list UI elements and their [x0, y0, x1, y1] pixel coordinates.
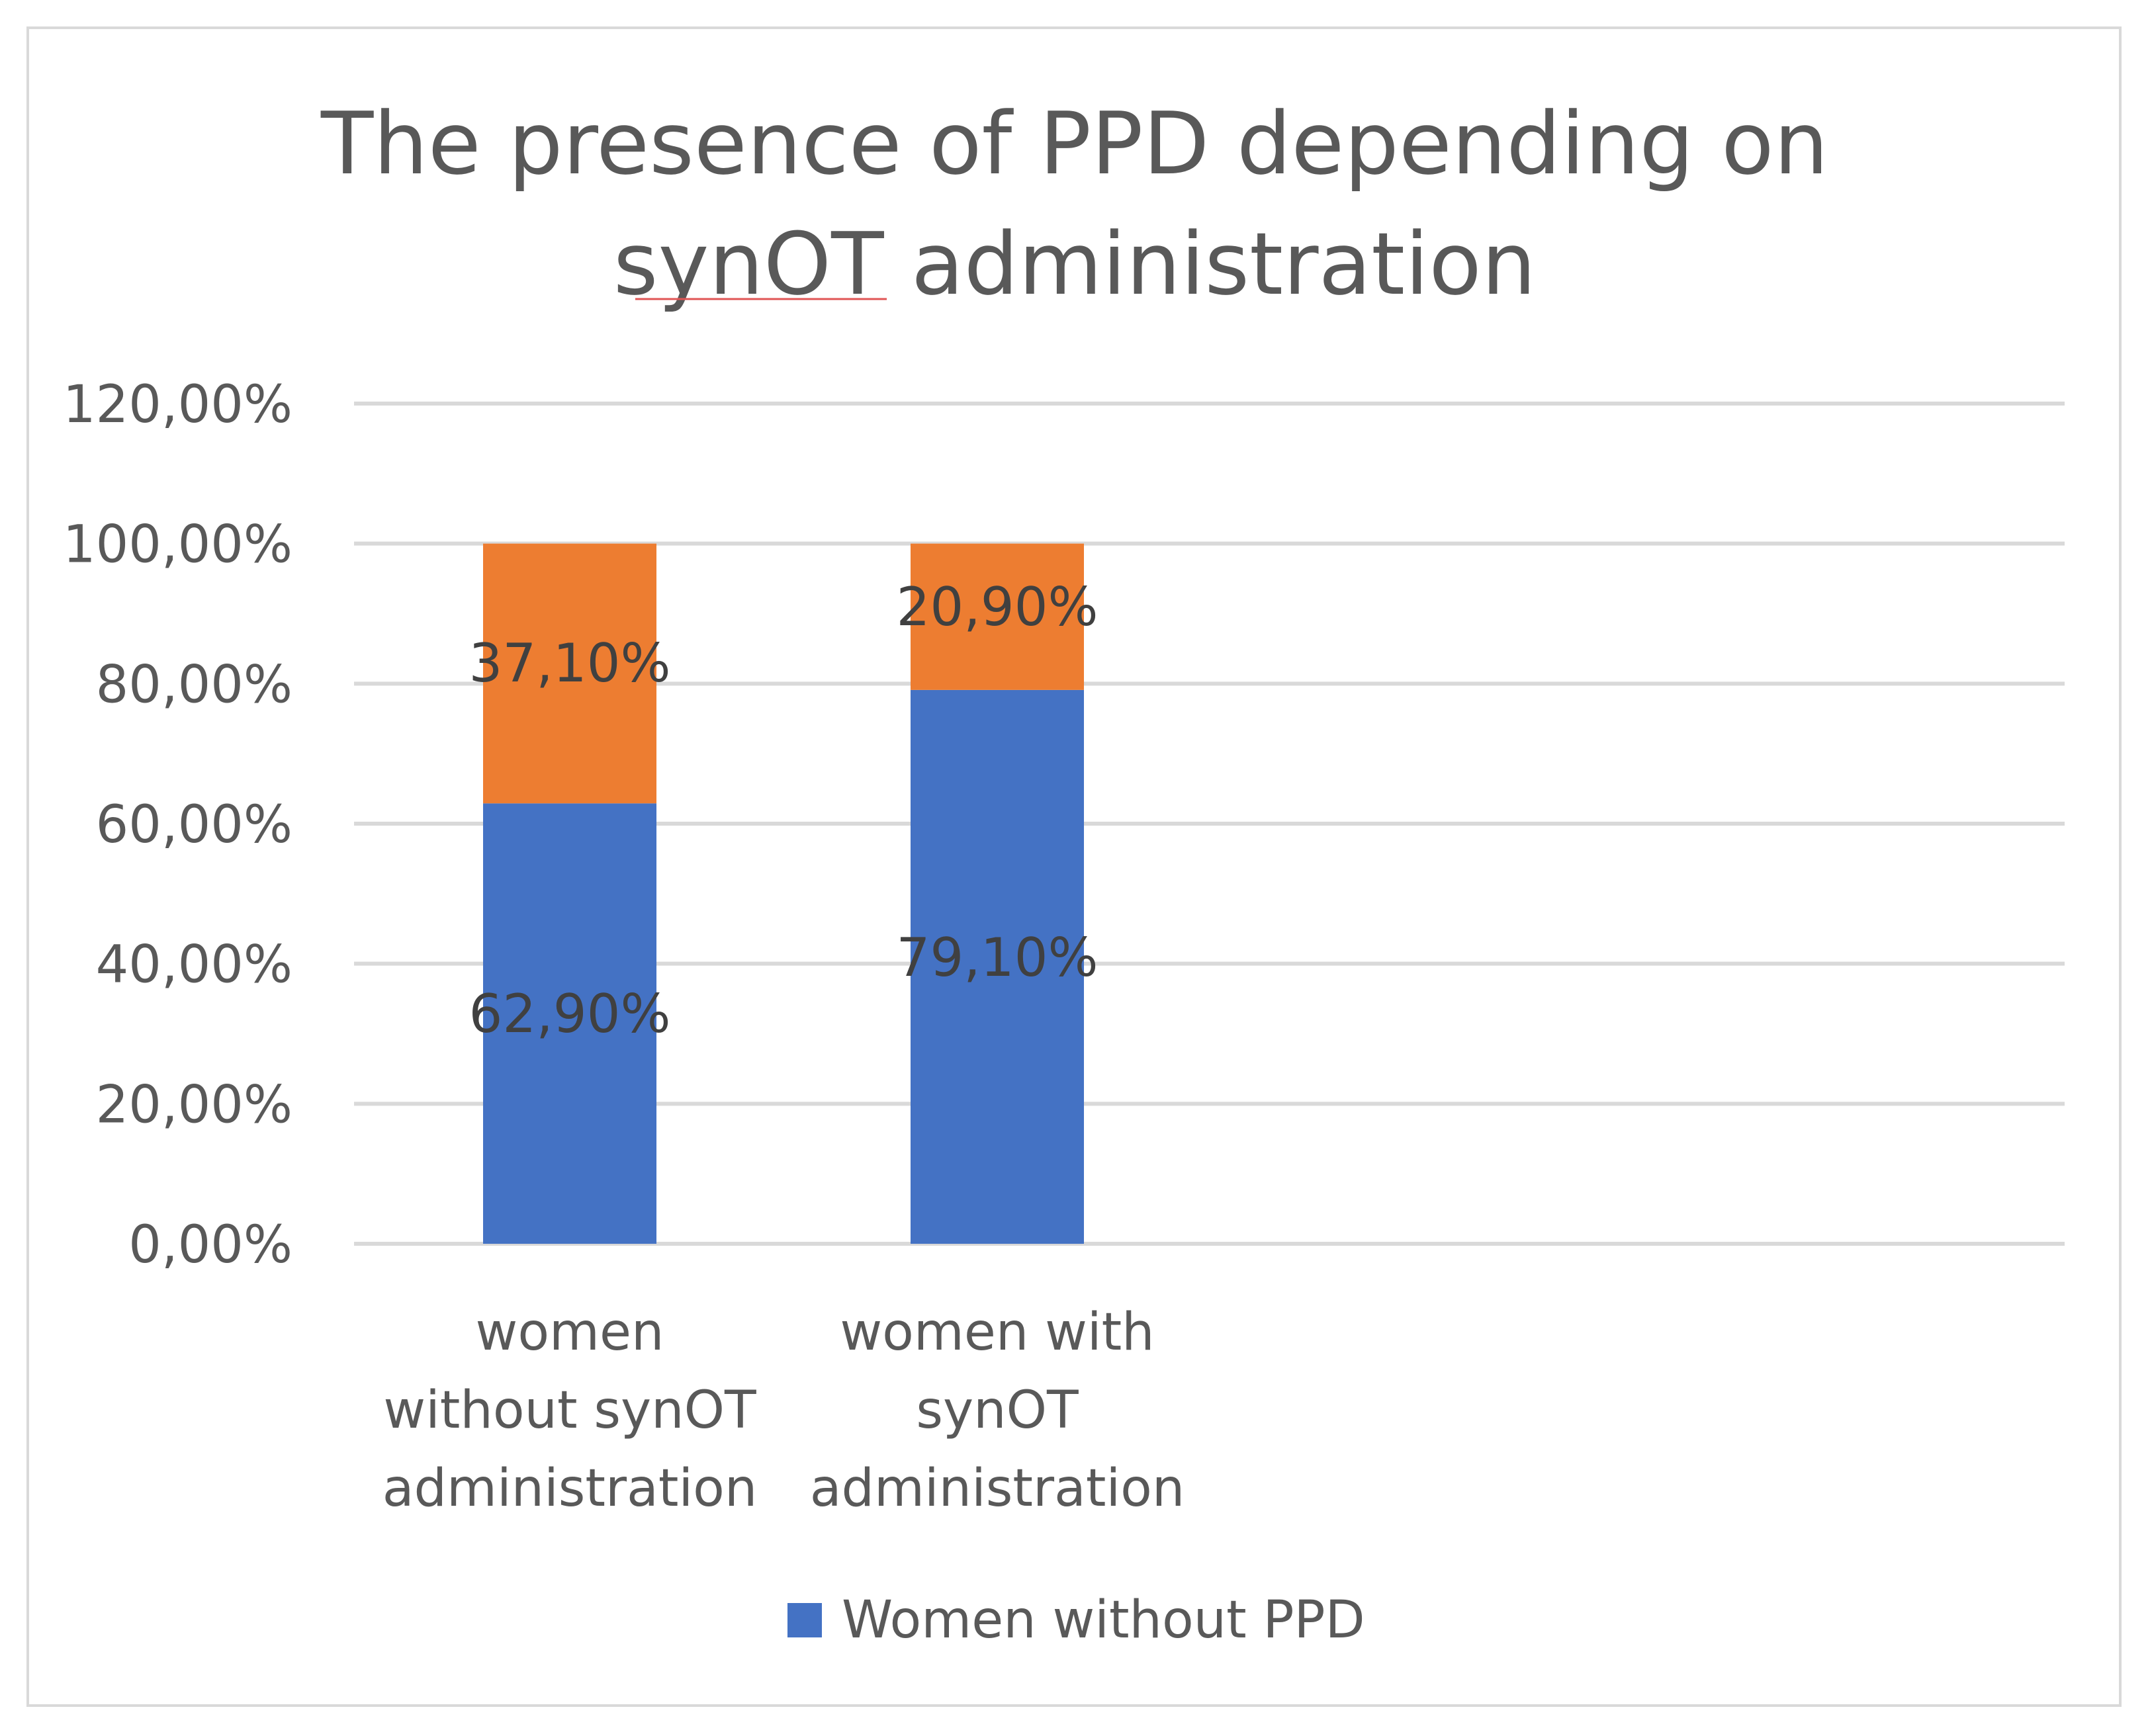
category-label-2-line-3: administration — [810, 1459, 1185, 1518]
legend-label-women-without-ppd: Women without PPD — [842, 1590, 1365, 1650]
data-label-series2-cat2: 20,90% — [896, 576, 1098, 638]
category-label-2-line-1: women with — [840, 1303, 1154, 1362]
category-label-1-line-2: without synOT — [383, 1381, 756, 1440]
chart-title-line-2: synOT administration — [613, 214, 1536, 314]
data-label-series2-cat1: 37,10% — [469, 632, 670, 694]
legend-swatch-women-without-ppd — [787, 1603, 822, 1637]
category-label-1-line-3: administration — [382, 1459, 758, 1518]
y-tick-label-0: 0,00% — [128, 1215, 292, 1275]
y-tick-label-60: 60,00% — [96, 795, 292, 855]
y-tick-label-100: 100,00% — [63, 515, 292, 575]
category-label-2-line-2: synOT — [916, 1381, 1079, 1440]
bar-series2-cat1 — [483, 543, 656, 804]
chart-title-line-1: The presence of PPD depending on — [320, 93, 1828, 194]
bar-series2-cat2 — [911, 543, 1084, 690]
category-label-1-line-1: women — [476, 1303, 664, 1362]
y-tick-label-40: 40,00% — [96, 935, 292, 995]
y-tick-label-80: 80,00% — [96, 655, 292, 715]
data-label-series1-cat1: 62,90% — [469, 983, 670, 1045]
bar-series1-cat1 — [483, 803, 656, 1244]
y-tick-label-120: 120,00% — [63, 375, 292, 435]
bar-series1-cat2 — [911, 689, 1084, 1244]
data-label-series1-cat2: 79,10% — [896, 927, 1098, 988]
y-tick-label-20: 20,00% — [96, 1075, 292, 1135]
